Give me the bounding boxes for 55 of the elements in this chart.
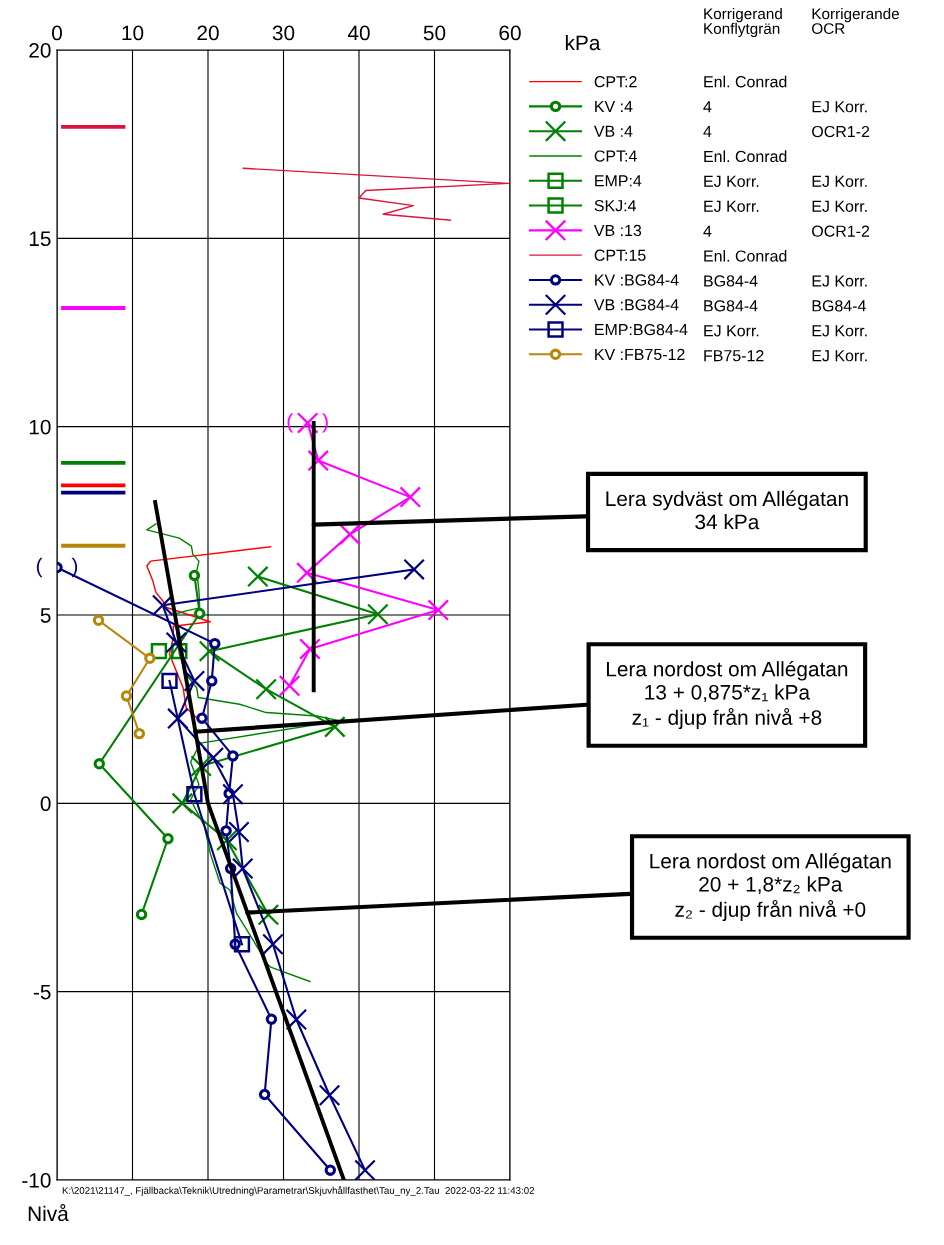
text: BG84-4 (704, 300, 758, 312)
legend-label: CPT:4 (594, 150, 637, 162)
legend-label: CPT:2 (594, 76, 637, 88)
text: FB75-12 (704, 350, 764, 362)
y-tick-label: 0 (40, 796, 51, 812)
legend-label: KV :BG84-4 (595, 274, 679, 286)
text: 4 (703, 225, 712, 237)
text: Enl. Conrad (704, 249, 787, 262)
x-tick-label: 20 (197, 25, 219, 41)
text: EJ Korr. (812, 175, 867, 187)
text: K:\2021\21147_, Fjällbacka\Teknik\Utredning\Parametrar\Skjuvhållfasthet\Tau_ny_2.Tau 2022-03-22 11:43:02 (62, 1186, 535, 1196)
text: OCR1-2 (812, 225, 870, 237)
x-axis-title: kPa (565, 34, 601, 51)
text: Enl. Conrad (704, 150, 787, 163)
text: EJ Korr. (704, 175, 759, 187)
legend-label: CPT:15 (594, 249, 646, 261)
text: BG84-4 (704, 275, 758, 287)
annotation: Lera sydväst om Allégatan 34 kPa (606, 490, 848, 530)
x-tick-label: 50 (423, 25, 446, 41)
text: 4 (703, 101, 712, 113)
y-tick-label: 5 (40, 608, 51, 623)
x-tick-label: 30 (272, 25, 295, 41)
x-tick-label: 10 (122, 25, 144, 41)
text: EJ Korr. (812, 325, 867, 337)
annotation: Lera nordost om Allégatan 13 + 0,875*z₁ kPa z₁ - djup från nivå +8 (606, 660, 848, 730)
x-tick-label: 40 (347, 25, 370, 41)
y-tick-label: 10 (29, 419, 51, 435)
y-tick-label: -5 (33, 984, 51, 1000)
y-axis-title: Nivå (28, 1204, 69, 1222)
y-tick-label: 20 (29, 43, 51, 58)
text: EJ Korr. (812, 101, 867, 113)
text: BG84-4 (812, 300, 866, 312)
text: 4 (703, 126, 712, 138)
text: EJ Korr. (812, 200, 867, 212)
text: OCR1-2 (812, 125, 870, 138)
legend-label: KV :FB75-12 (595, 348, 685, 361)
x-tick-label: 0 (52, 25, 62, 41)
legend-label: KV :4 (595, 100, 633, 112)
text: EJ Korr. (704, 200, 759, 212)
y-tick-label: 15 (29, 231, 51, 247)
text: Korrigerand Konflytgrän (704, 8, 782, 38)
y-tick-label: -10 (22, 1173, 51, 1188)
text: EJ Korr. (812, 275, 867, 287)
x-tick-label: 60 (499, 25, 521, 41)
text: Korrigerande OCR (812, 8, 899, 35)
text: EJ Korr. (812, 350, 867, 362)
legend-label: SKJ:4 (594, 199, 637, 212)
text: Enl. Conrad (704, 75, 787, 88)
legend-label: VB :4 (593, 125, 633, 137)
text: EJ Korr. (704, 325, 759, 337)
legend-label: VB :BG84-4 (593, 299, 679, 311)
legend-label: VB :13 (593, 224, 642, 237)
legend-label: EMP:4 (595, 175, 642, 187)
legend-label: EMP:BG84-4 (595, 323, 688, 336)
annotation: Lera nordost om Allégatan 20 + 1,8*z₂ kPa z₂ - djup från nivå +0 (650, 852, 891, 922)
